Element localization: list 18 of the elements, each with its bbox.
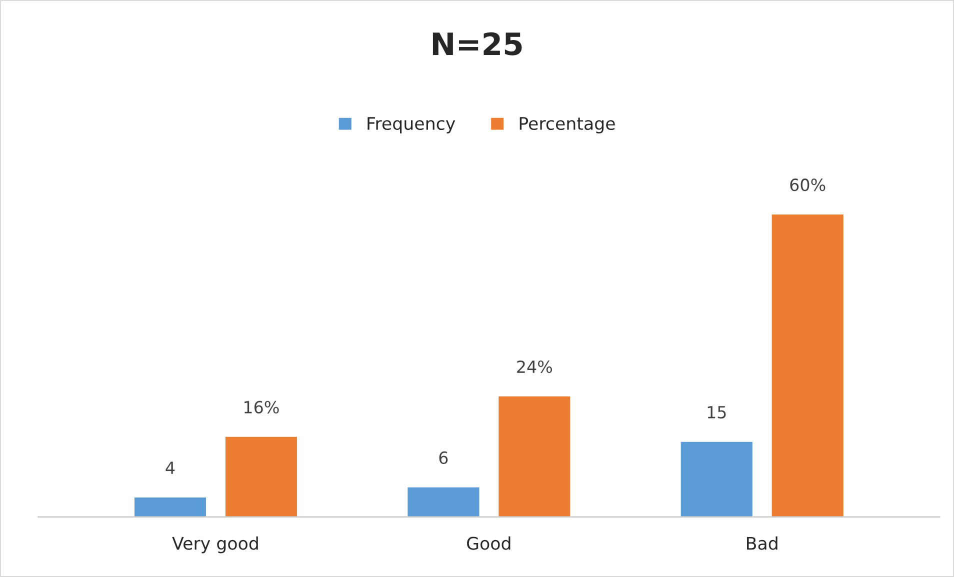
data-label: 16% <box>244 400 279 414</box>
data-label: 4 <box>166 462 175 474</box>
x-tick-label: Very good <box>172 536 258 554</box>
legend-label: Percentage <box>520 117 615 134</box>
bar <box>133 496 208 517</box>
bar <box>406 486 481 517</box>
chart-title: N=25 <box>432 32 522 56</box>
bar <box>679 440 754 517</box>
data-label: 24% <box>517 360 552 374</box>
x-tick-label: Good <box>467 536 510 550</box>
bar <box>224 435 298 517</box>
bar <box>770 213 845 517</box>
data-label: 15 <box>708 406 726 419</box>
data-label: 60% <box>790 178 826 192</box>
x-tick-label: Bad <box>747 536 778 550</box>
bar <box>497 395 572 517</box>
data-label: 6 <box>439 451 448 464</box>
legend-label: Frequency <box>368 117 456 134</box>
